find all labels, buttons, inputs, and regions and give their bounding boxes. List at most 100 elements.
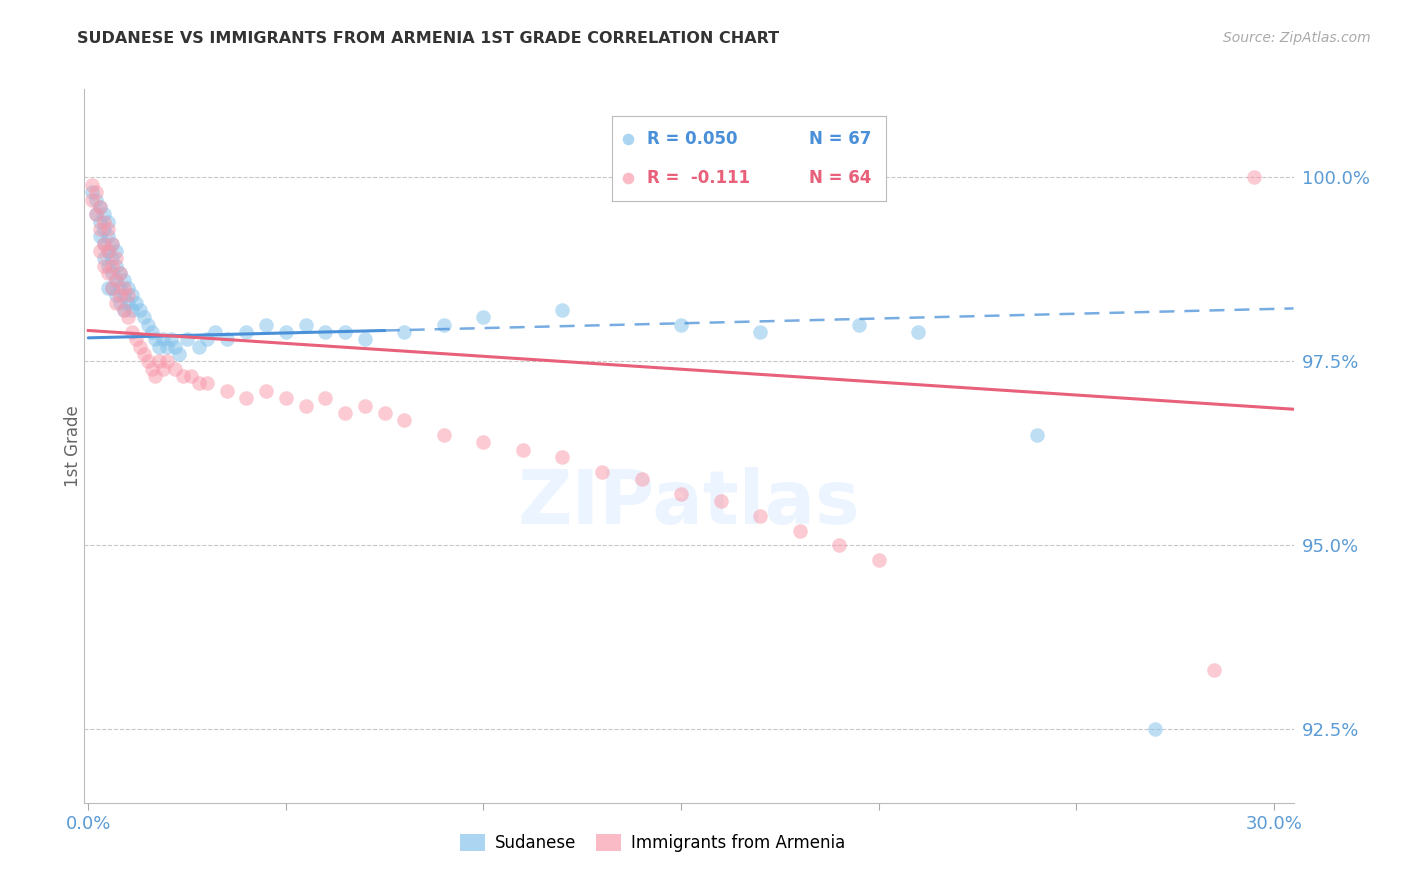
Point (97, 244, 120, 258)
Point (112, 302, 135, 317)
Point (1144, 723, 1167, 737)
Y-axis label: 1st Grade: 1st Grade (65, 405, 82, 487)
Text: R =  -0.111: R = -0.111 (647, 169, 751, 186)
Point (235, 325, 257, 339)
Point (117, 288, 139, 302)
Point (167, 347, 190, 361)
Point (104, 273, 127, 287)
Point (93, 207, 115, 221)
Point (188, 376, 211, 391)
Point (112, 288, 135, 302)
Point (354, 332, 377, 346)
Text: R = 0.050: R = 0.050 (647, 130, 738, 148)
Point (1204, 664, 1226, 678)
Point (749, 325, 772, 339)
Point (195, 332, 218, 346)
Point (848, 318, 870, 332)
Point (101, 281, 124, 295)
Point (97, 259, 120, 273)
Point (93, 222, 115, 236)
Point (112, 302, 135, 317)
Point (617, 132, 640, 146)
Point (108, 266, 131, 280)
Point (97, 214, 120, 228)
Point (108, 295, 131, 310)
Point (108, 281, 131, 295)
Point (274, 391, 297, 405)
Point (93, 214, 115, 228)
Point (97, 222, 120, 236)
Point (82, 185, 104, 199)
Point (630, 472, 652, 486)
Point (145, 332, 167, 346)
Point (132, 347, 155, 361)
Point (136, 318, 159, 332)
Text: ZIPatlas: ZIPatlas (517, 467, 860, 540)
Point (89, 200, 111, 214)
Point (333, 325, 356, 339)
Point (749, 508, 772, 523)
Point (828, 538, 851, 552)
Text: N = 64: N = 64 (808, 169, 872, 186)
Point (112, 273, 135, 287)
Point (101, 252, 124, 266)
Point (472, 435, 495, 450)
Point (97, 229, 120, 244)
Point (108, 266, 131, 280)
Point (97, 266, 120, 280)
Point (148, 354, 170, 368)
Point (394, 413, 416, 427)
Point (89, 244, 111, 258)
Point (101, 259, 124, 273)
Point (180, 369, 202, 384)
Point (1025, 428, 1047, 442)
Point (125, 295, 148, 310)
Point (152, 332, 174, 346)
Point (274, 325, 297, 339)
Point (93, 236, 115, 251)
Point (97, 281, 120, 295)
Point (789, 524, 811, 538)
Point (121, 302, 143, 317)
Point (354, 399, 377, 413)
Point (254, 384, 277, 398)
Point (128, 302, 150, 317)
Point (617, 170, 640, 185)
Point (93, 252, 115, 266)
Point (136, 354, 159, 368)
Text: Source: ZipAtlas.com: Source: ZipAtlas.com (1223, 31, 1371, 45)
Point (117, 310, 139, 325)
Point (907, 325, 929, 339)
Point (93, 259, 115, 273)
Point (591, 465, 613, 479)
Point (215, 384, 238, 398)
Point (141, 361, 163, 376)
Point (104, 288, 127, 302)
Point (125, 332, 148, 346)
Point (551, 302, 574, 317)
Point (156, 354, 179, 368)
Point (117, 281, 139, 295)
Point (104, 273, 127, 287)
Point (121, 288, 143, 302)
Point (104, 252, 127, 266)
Point (104, 295, 127, 310)
Point (97, 244, 120, 258)
Point (121, 325, 143, 339)
Point (84, 193, 107, 207)
Point (314, 325, 336, 339)
Point (132, 310, 155, 325)
Point (294, 399, 316, 413)
Point (195, 376, 218, 391)
Point (101, 236, 124, 251)
Point (101, 236, 124, 251)
Point (104, 244, 127, 258)
Point (333, 406, 356, 420)
Point (165, 340, 187, 354)
Point (294, 318, 316, 332)
Point (89, 200, 111, 214)
Point (82, 193, 104, 207)
Point (101, 266, 124, 280)
Point (89, 214, 111, 228)
Point (551, 450, 574, 464)
